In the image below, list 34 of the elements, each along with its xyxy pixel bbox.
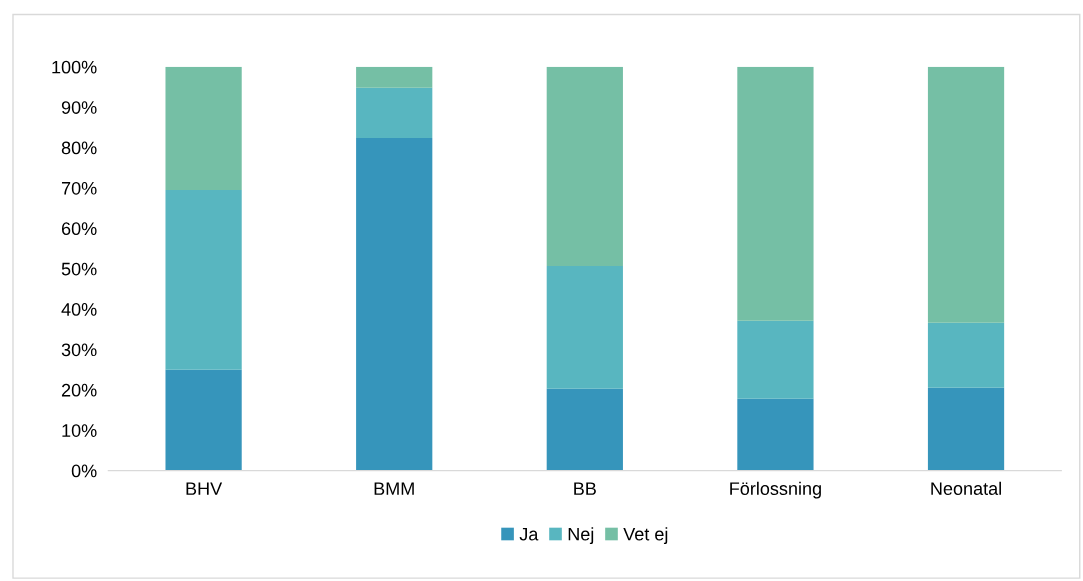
y-tick-label: 30% [61, 343, 97, 357]
x-tick-label: BHV [186, 482, 223, 495]
bar [927, 322, 1005, 388]
y-tick-label: 40% [61, 303, 97, 316]
bar [546, 265, 623, 389]
x-tick-label: Förlossning [730, 481, 821, 499]
legend-label: Ja [519, 527, 539, 541]
bar [737, 320, 814, 399]
y-tick-label: 50% [61, 262, 97, 276]
x-tick-label: Neonatal [931, 481, 1001, 495]
bar [737, 66, 814, 321]
x-tick-label: BB [574, 482, 596, 495]
y-tick-label: 0% [71, 464, 97, 478]
bar [165, 66, 242, 190]
bar [356, 66, 433, 88]
bar [927, 66, 1005, 323]
bar [546, 388, 623, 471]
y-tick-label: 60% [61, 222, 97, 236]
bar [546, 66, 623, 266]
bar [356, 87, 433, 138]
x-tick-label: BMM [374, 482, 414, 495]
legend-label: Vet ej [623, 527, 668, 545]
y-tick-label: 100% [52, 60, 97, 74]
y-tick-label: 70% [61, 181, 97, 195]
bar [165, 189, 242, 370]
y-tick-label: 90% [61, 101, 97, 114]
y-tick-label: 20% [61, 383, 97, 397]
legend-label: Nej [568, 527, 594, 545]
y-tick-label: 80% [61, 141, 97, 155]
bar [165, 369, 242, 471]
bar [737, 398, 814, 471]
y-tick-label: 10% [62, 424, 97, 437]
bar [356, 137, 433, 471]
bar [927, 387, 1005, 471]
